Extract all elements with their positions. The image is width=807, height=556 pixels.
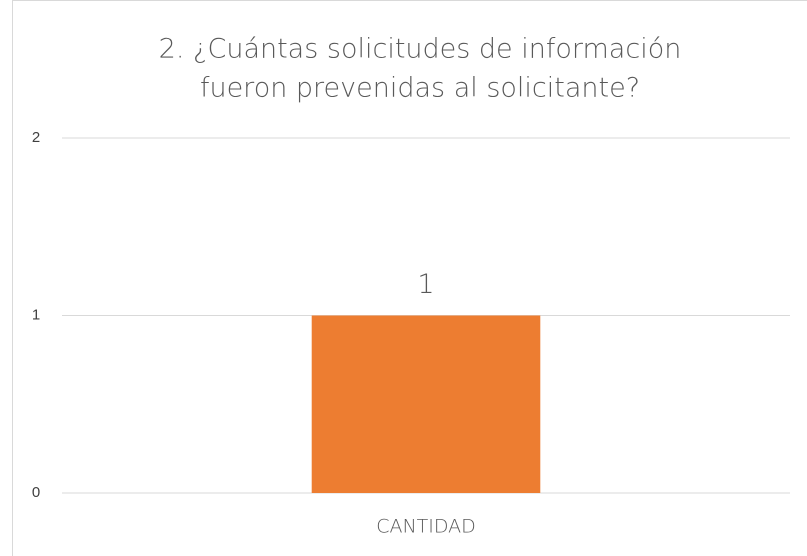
y-tick-label: 1 — [32, 306, 40, 323]
y-tick-label: 0 — [32, 484, 40, 501]
y-tick-label: 2 — [32, 129, 40, 146]
data-label: 1 — [417, 269, 434, 300]
chart-title: fueron prevenidas al solicitante? — [200, 73, 640, 104]
bar — [311, 315, 541, 493]
x-tick-label: CANTIDAD — [376, 516, 476, 538]
chart-title: 2. ¿Cuántas solicitudes de información — [159, 34, 682, 65]
